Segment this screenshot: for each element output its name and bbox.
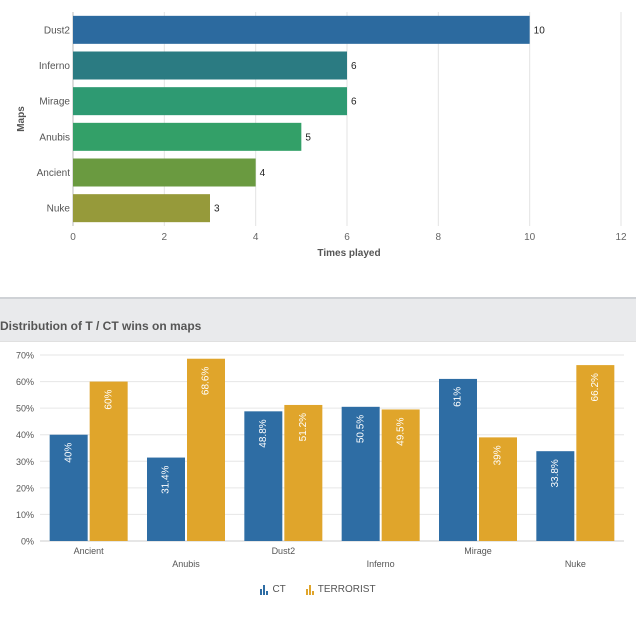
bar-chart-icon [305,584,314,595]
x-tick-label: Mirage [464,546,492,556]
data-label: 4 [260,168,266,179]
bar-terrorist-nuke [576,365,615,541]
x-tick-label: 2 [162,232,168,243]
data-label: 33.8% [550,459,561,487]
bar-inferno [73,51,347,80]
times-played-chart: 0 2 4 6 8 10 12 Dust2 10 Inferno 6 Mirage 6 Anubis 5 An… [16,12,627,259]
data-label: 6 [351,61,357,72]
data-label: 31.4% [161,465,172,493]
y-tick-label: 20% [16,483,34,493]
data-label: 50.5% [355,415,366,443]
bar-terrorist-ancient [89,381,128,541]
y-tick-label: Dust2 [44,25,71,36]
data-label: 39% [493,445,504,465]
bar-ct-nuke [536,451,575,541]
bar-ct-inferno [341,406,380,541]
x-tick-label: Dust2 [272,546,296,556]
data-label: 51.2% [298,413,309,441]
data-label: 49.5% [395,417,406,445]
y-tick-label: 60% [16,377,34,387]
data-label: 61% [453,387,464,407]
legend-label-ct: CT [272,584,286,595]
data-label: 66.2% [590,373,601,401]
bar-terrorist-dust2 [284,404,323,541]
y-tick-label: 50% [16,404,34,414]
x-tick-label: 8 [436,232,442,243]
y-tick-label: Nuke [47,204,71,215]
y-tick-label: 30% [16,457,34,467]
x-tick-label: Inferno [367,559,395,569]
legend-item-terrorist[interactable]: TERRORIST [305,584,376,595]
y-axis-title: Maps [16,106,27,132]
bar-terrorist-inferno [381,409,420,541]
x-tick-label: 12 [615,232,627,243]
x-tick-label: Ancient [74,546,105,556]
bar-terrorist-mirage [479,437,517,541]
bar-ct-mirage [439,378,477,541]
data-label: 68.6% [201,367,212,395]
data-label: 6 [351,97,357,108]
x-tick-label: Nuke [565,559,586,569]
x-tick-label: 4 [253,232,259,243]
y-tick-label: Ancient [37,168,71,179]
y-tick-label: Mirage [39,97,70,108]
bar-ct-dust2 [244,411,283,541]
data-label: 48.8% [258,419,269,447]
bar-dust2 [73,15,530,44]
y-tick-label: 40% [16,430,34,440]
bar-ct-ancient [49,434,88,541]
chart-legend: CT TERRORIST [0,584,636,595]
bar-ancient [73,158,256,187]
x-tick-label: Anubis [172,559,200,569]
bar-ct-anubis [147,457,185,541]
x-tick-label: 0 [70,232,76,243]
x-tick-label: 10 [524,232,536,243]
legend-label-terrorist: TERRORIST [317,584,376,595]
data-label: 5 [305,132,311,143]
y-tick-label: Anubis [39,132,70,143]
bar-chart-icon [260,584,269,595]
bar-nuke [73,194,210,223]
legend-item-ct[interactable]: CT [260,584,286,595]
win-distribution-chart: 0% 10% 20% 30% 40% 50% 60% 70% Ancient 40% 60% Anub… [16,351,624,569]
x-axis-title: Times played [317,248,380,259]
y-tick-label: 0% [21,537,34,547]
data-label: 40% [63,443,74,463]
bar-terrorist-anubis [187,358,225,541]
x-tick-label: 6 [344,232,350,243]
y-tick-label: 70% [16,351,34,361]
y-tick-label: 10% [16,510,34,520]
section-divider [0,297,636,299]
data-label: 10 [534,25,546,36]
section-header: Distribution of T / CT wins on maps [0,299,636,342]
bar-anubis [73,122,302,151]
section-title: Distribution of T / CT wins on maps [0,319,202,333]
data-label: 60% [103,389,114,409]
bar-mirage [73,87,347,116]
data-label: 3 [214,204,220,215]
y-tick-label: Inferno [39,61,71,72]
